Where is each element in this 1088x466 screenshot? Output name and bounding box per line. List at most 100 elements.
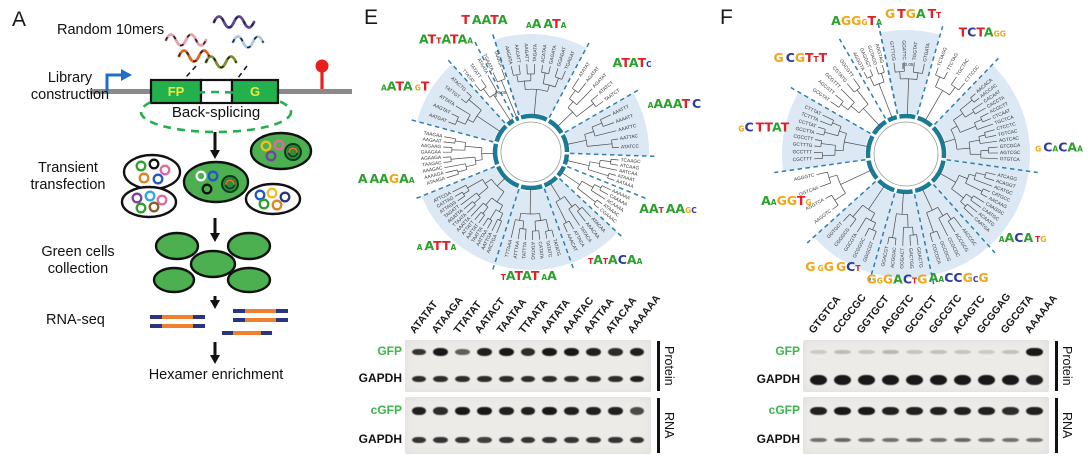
- tree-leaf-label: TATTTA: [521, 241, 528, 259]
- tree-leaf-label: AGGGTC: [794, 172, 816, 183]
- blot-band: [455, 375, 470, 383]
- blot-band: [953, 406, 971, 416]
- tree-sector-divider: [491, 30, 520, 116]
- hexamer-enrichment-label: Hexamer enrichment: [148, 367, 284, 383]
- tree-leaf-label: ATATCC: [621, 144, 640, 151]
- tree-sector-divider: [566, 165, 650, 201]
- tree-leaf-label: AAAATT: [615, 113, 634, 125]
- tree-inner-arc: [560, 134, 570, 153]
- tree-leaf-label: TATATG: [551, 238, 561, 257]
- tree-branches: [474, 75, 512, 122]
- tree-leaf-label: GGACTG: [915, 247, 924, 269]
- blot-band: [433, 406, 449, 416]
- tree-inner-arc: [520, 113, 548, 122]
- tree-leaf-label: GGAGAT: [556, 46, 568, 67]
- tree-branches: [863, 64, 893, 118]
- tree-leaf-label: GGATTC: [900, 40, 906, 60]
- blot-band: [476, 406, 492, 416]
- blot-band: [929, 349, 947, 355]
- blot-band: [520, 348, 536, 356]
- blot-row-label: GAPDH: [756, 372, 800, 386]
- sequence-logo: AATA GT: [381, 79, 430, 94]
- blot-band: [455, 348, 470, 355]
- tree-leaf-label: TGTCAC: [998, 128, 1019, 138]
- tree-branches: [452, 177, 506, 234]
- tree-branches: [510, 64, 566, 116]
- blot-row-label: GAPDH: [756, 432, 800, 446]
- blot-row-label: GFP: [377, 344, 402, 358]
- tree-sector-divider: [559, 178, 625, 240]
- blot-group-label: RNA: [662, 412, 676, 439]
- tree-leaf-label: TAAGAC: [422, 160, 442, 168]
- tree-inner-arc: [562, 154, 570, 166]
- tree-leaf-label: AAATTC: [618, 123, 638, 133]
- blot-group-bracket: [1055, 398, 1058, 453]
- tree-inner-arc: [865, 135, 875, 159]
- tree-leaf-label: TATATC: [544, 240, 553, 259]
- tree-inner-arc: [543, 175, 559, 188]
- blot-band: [1025, 375, 1043, 385]
- blot-row-label: GFP: [775, 344, 800, 358]
- blot-band: [629, 407, 645, 415]
- blot-band: [881, 406, 899, 416]
- tree-sector-divider: [408, 118, 494, 143]
- blot-band: [498, 375, 514, 383]
- blot-band: [833, 406, 851, 416]
- blot-band: [433, 348, 449, 356]
- sequence-logo: GC TTAT: [738, 119, 789, 134]
- green-cells: [152, 231, 272, 294]
- blot-band: [520, 375, 536, 383]
- blot-band: [1025, 347, 1043, 357]
- tree-leaf-label: GCCTTA: [795, 126, 816, 136]
- blot-band: [607, 348, 623, 356]
- blot-group-bracket: [657, 398, 660, 453]
- blot-band: [929, 406, 947, 416]
- blot-band: [607, 406, 623, 416]
- blot-band: [857, 406, 875, 416]
- sequence-logo: AACA TG: [999, 230, 1047, 245]
- blot-band: [520, 406, 536, 416]
- blot-band: [455, 436, 470, 444]
- tree-wedge: [782, 92, 871, 172]
- blot-band: [809, 375, 827, 385]
- promoter-arrow-icon: [105, 69, 132, 91]
- blot-band: [833, 349, 851, 355]
- blot-row-label: GAPDH: [358, 371, 402, 385]
- tree-leaf-label: ACGGAC: [890, 246, 898, 268]
- blot-band: [809, 349, 827, 355]
- insert-funnel-line: [176, 65, 197, 88]
- blot-band: [476, 348, 492, 356]
- blot-band: [905, 406, 923, 416]
- blot-band: [1025, 437, 1043, 443]
- blot-band: [498, 406, 514, 416]
- blot-band: [476, 436, 492, 444]
- blot-group-label: RNA: [1060, 412, 1074, 439]
- blot-band: [857, 349, 875, 355]
- tree-inner-arc: [887, 114, 898, 123]
- library-construction-label: Library construction: [30, 70, 110, 103]
- tree-branches: [887, 192, 919, 246]
- sequence-logo: TATAT AA: [501, 268, 557, 283]
- sequence-logo: A ATTA: [417, 238, 457, 253]
- sequence-logo: AAGGTG: [761, 193, 812, 208]
- tree-leaf-label: TCTAGG: [936, 46, 949, 67]
- tree-wedge: [494, 188, 572, 270]
- blot-band: [629, 375, 645, 383]
- tree-wedge: [494, 34, 587, 118]
- tree-branches: [561, 172, 611, 209]
- blot-group-label: Protein: [1060, 346, 1074, 386]
- blot-band: [455, 406, 470, 416]
- tree-leaf-label: TCAAGC: [620, 157, 641, 165]
- tree-leaf-label: TAAGAA: [423, 130, 444, 139]
- tree-branches: [943, 93, 998, 160]
- tree-sector-divider: [445, 57, 506, 124]
- blot-band: [542, 375, 558, 383]
- tree-inner-arc: [520, 184, 543, 191]
- back-splicing-ellipse: [139, 90, 293, 134]
- blot-band: [905, 437, 923, 443]
- blot-band: [833, 375, 851, 385]
- back-splicing-label: Back-splicing: [171, 104, 261, 121]
- tree-inner-arc: [506, 118, 515, 127]
- tree-leaf-label: CGCTTT: [793, 156, 813, 163]
